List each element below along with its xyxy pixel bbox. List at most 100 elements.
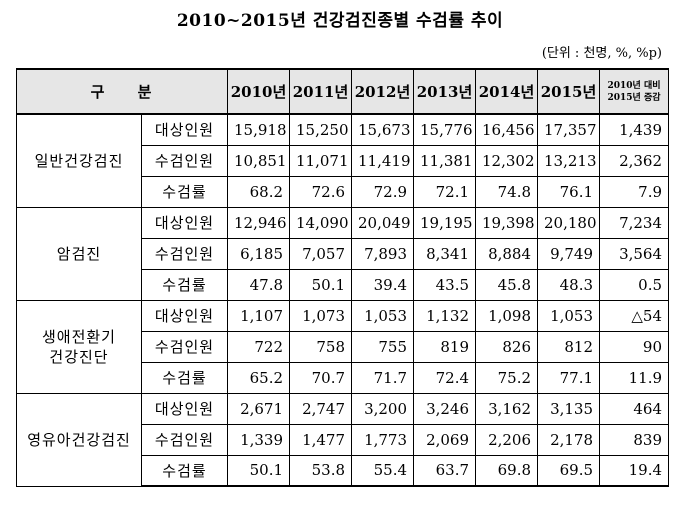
change-cell: 11.9 bbox=[599, 361, 670, 394]
value-cell: 74.8 bbox=[475, 175, 539, 208]
metric-label: 수검률 bbox=[140, 175, 229, 208]
value-cell: 50.1 bbox=[289, 268, 353, 301]
value-cell: 1,098 bbox=[475, 299, 539, 332]
header-year: 2015년 bbox=[537, 68, 601, 115]
metric-label: 수검률 bbox=[140, 454, 229, 487]
value-cell: 69.5 bbox=[537, 454, 601, 487]
value-cell: 71.7 bbox=[351, 361, 415, 394]
value-cell: 75.2 bbox=[475, 361, 539, 394]
value-cell: 63.7 bbox=[413, 454, 477, 487]
header-category: 구 분 bbox=[15, 68, 229, 115]
metric-label: 수검인원 bbox=[140, 423, 229, 456]
value-cell: 1,773 bbox=[351, 423, 415, 456]
metric-label: 대상인원 bbox=[140, 206, 229, 239]
header-change: 2010년 대비 2015년 증감 bbox=[599, 68, 670, 115]
value-cell: 8,884 bbox=[475, 237, 539, 270]
change-cell: 1,439 bbox=[599, 113, 670, 146]
change-cell: 839 bbox=[599, 423, 670, 456]
value-cell: 2,671 bbox=[227, 392, 291, 425]
value-cell: 19,195 bbox=[413, 206, 477, 239]
value-cell: 10,851 bbox=[227, 144, 291, 177]
value-cell: 48.3 bbox=[537, 268, 601, 301]
value-cell: 65.2 bbox=[227, 361, 291, 394]
value-cell: 7,057 bbox=[289, 237, 353, 270]
value-cell: 43.5 bbox=[413, 268, 477, 301]
value-cell: 68.2 bbox=[227, 175, 291, 208]
value-cell: 20,049 bbox=[351, 206, 415, 239]
value-cell: 2,178 bbox=[537, 423, 601, 456]
document-title: 2010~2015년 건강검진종별 수검률 추이 bbox=[176, 11, 504, 31]
value-cell: 15,673 bbox=[351, 113, 415, 146]
group-label: 생애전환기 건강진단 bbox=[16, 299, 142, 394]
header-year: 2010년 bbox=[227, 68, 291, 115]
metric-label: 수검인원 bbox=[140, 237, 229, 270]
value-cell: 3,135 bbox=[537, 392, 601, 425]
value-cell: 12,946 bbox=[227, 206, 291, 239]
value-cell: 50.1 bbox=[227, 454, 291, 487]
table-row: 수검인원 1,339 1,477 1,773 2,069 2,206 2,178… bbox=[17, 423, 670, 456]
value-cell: 20,180 bbox=[537, 206, 601, 239]
table-row: 수검률 68.2 72.6 72.9 72.1 74.8 76.1 7.9 bbox=[17, 175, 670, 208]
value-cell: 3,246 bbox=[413, 392, 477, 425]
value-cell: 14,090 bbox=[289, 206, 353, 239]
value-cell: 755 bbox=[351, 330, 415, 363]
value-cell: 45.8 bbox=[475, 268, 539, 301]
value-cell: 8,341 bbox=[413, 237, 477, 270]
value-cell: 19,398 bbox=[475, 206, 539, 239]
value-cell: 12,302 bbox=[475, 144, 539, 177]
value-cell: 53.8 bbox=[289, 454, 353, 487]
value-cell: 15,776 bbox=[413, 113, 477, 146]
metric-label: 수검인원 bbox=[140, 144, 229, 177]
value-cell: 2,747 bbox=[289, 392, 353, 425]
group-label-line1: 생애전환기 bbox=[41, 327, 116, 346]
value-cell: 72.6 bbox=[289, 175, 353, 208]
table-row: 수검인원 6,185 7,057 7,893 8,341 8,884 9,749… bbox=[17, 237, 670, 270]
value-cell: 7,893 bbox=[351, 237, 415, 270]
change-cell: 90 bbox=[599, 330, 670, 363]
metric-label: 수검인원 bbox=[140, 330, 229, 363]
header-year: 2014년 bbox=[475, 68, 539, 115]
value-cell: 13,213 bbox=[537, 144, 601, 177]
header-year: 2013년 bbox=[413, 68, 477, 115]
value-cell: 3,162 bbox=[475, 392, 539, 425]
value-cell: 722 bbox=[227, 330, 291, 363]
header-change-line1: 2010년 대비 bbox=[607, 80, 661, 91]
table-row: 수검인원 10,851 11,071 11,419 11,381 12,302 … bbox=[17, 144, 670, 177]
value-cell: 15,250 bbox=[289, 113, 353, 146]
header-year: 2012년 bbox=[351, 68, 415, 115]
table-row: 수검률 47.8 50.1 39.4 43.5 45.8 48.3 0.5 bbox=[17, 268, 670, 301]
value-cell: 1,107 bbox=[227, 299, 291, 332]
value-cell: 17,357 bbox=[537, 113, 601, 146]
value-cell: 77.1 bbox=[537, 361, 601, 394]
value-cell: 1,053 bbox=[537, 299, 601, 332]
change-cell: 2,362 bbox=[599, 144, 670, 177]
value-cell: 11,419 bbox=[351, 144, 415, 177]
header-row: 구 분 2010년 2011년 2012년 2013년 2014년 2015년 … bbox=[15, 68, 670, 115]
value-cell: 15,918 bbox=[227, 113, 291, 146]
metric-label: 대상인원 bbox=[140, 392, 229, 425]
value-cell: 16,456 bbox=[475, 113, 539, 146]
value-cell: 6,185 bbox=[227, 237, 291, 270]
table-row: 암검진 대상인원 12,946 14,090 20,049 19,195 19,… bbox=[16, 206, 670, 301]
value-cell: 69.8 bbox=[475, 454, 539, 487]
value-cell: 11,381 bbox=[413, 144, 477, 177]
value-cell: 826 bbox=[475, 330, 539, 363]
change-cell: 7,234 bbox=[599, 206, 670, 239]
change-cell: 3,564 bbox=[599, 237, 670, 270]
group-label-line2: 건강진단 bbox=[49, 347, 109, 366]
value-cell: 9,749 bbox=[537, 237, 601, 270]
value-cell: 3,200 bbox=[351, 392, 415, 425]
change-cell: 0.5 bbox=[599, 268, 670, 301]
table-row: 일반건강검진 대상인원 15,918 15,250 15,673 15,776 … bbox=[16, 113, 670, 208]
value-cell: 1,477 bbox=[289, 423, 353, 456]
group-label: 영유아건강검진 bbox=[16, 392, 142, 487]
value-cell: 2,206 bbox=[475, 423, 539, 456]
value-cell: 11,071 bbox=[289, 144, 353, 177]
group-label: 암검진 bbox=[16, 206, 142, 301]
change-cell: 19.4 bbox=[599, 454, 670, 487]
value-cell: 819 bbox=[413, 330, 477, 363]
metric-label: 수검률 bbox=[140, 361, 229, 394]
unit-note: (단위 : 천명, %, %p) bbox=[541, 46, 662, 61]
table-row: 수검률 65.2 70.7 71.7 72.4 75.2 77.1 11.9 bbox=[17, 361, 670, 394]
value-cell: 47.8 bbox=[227, 268, 291, 301]
